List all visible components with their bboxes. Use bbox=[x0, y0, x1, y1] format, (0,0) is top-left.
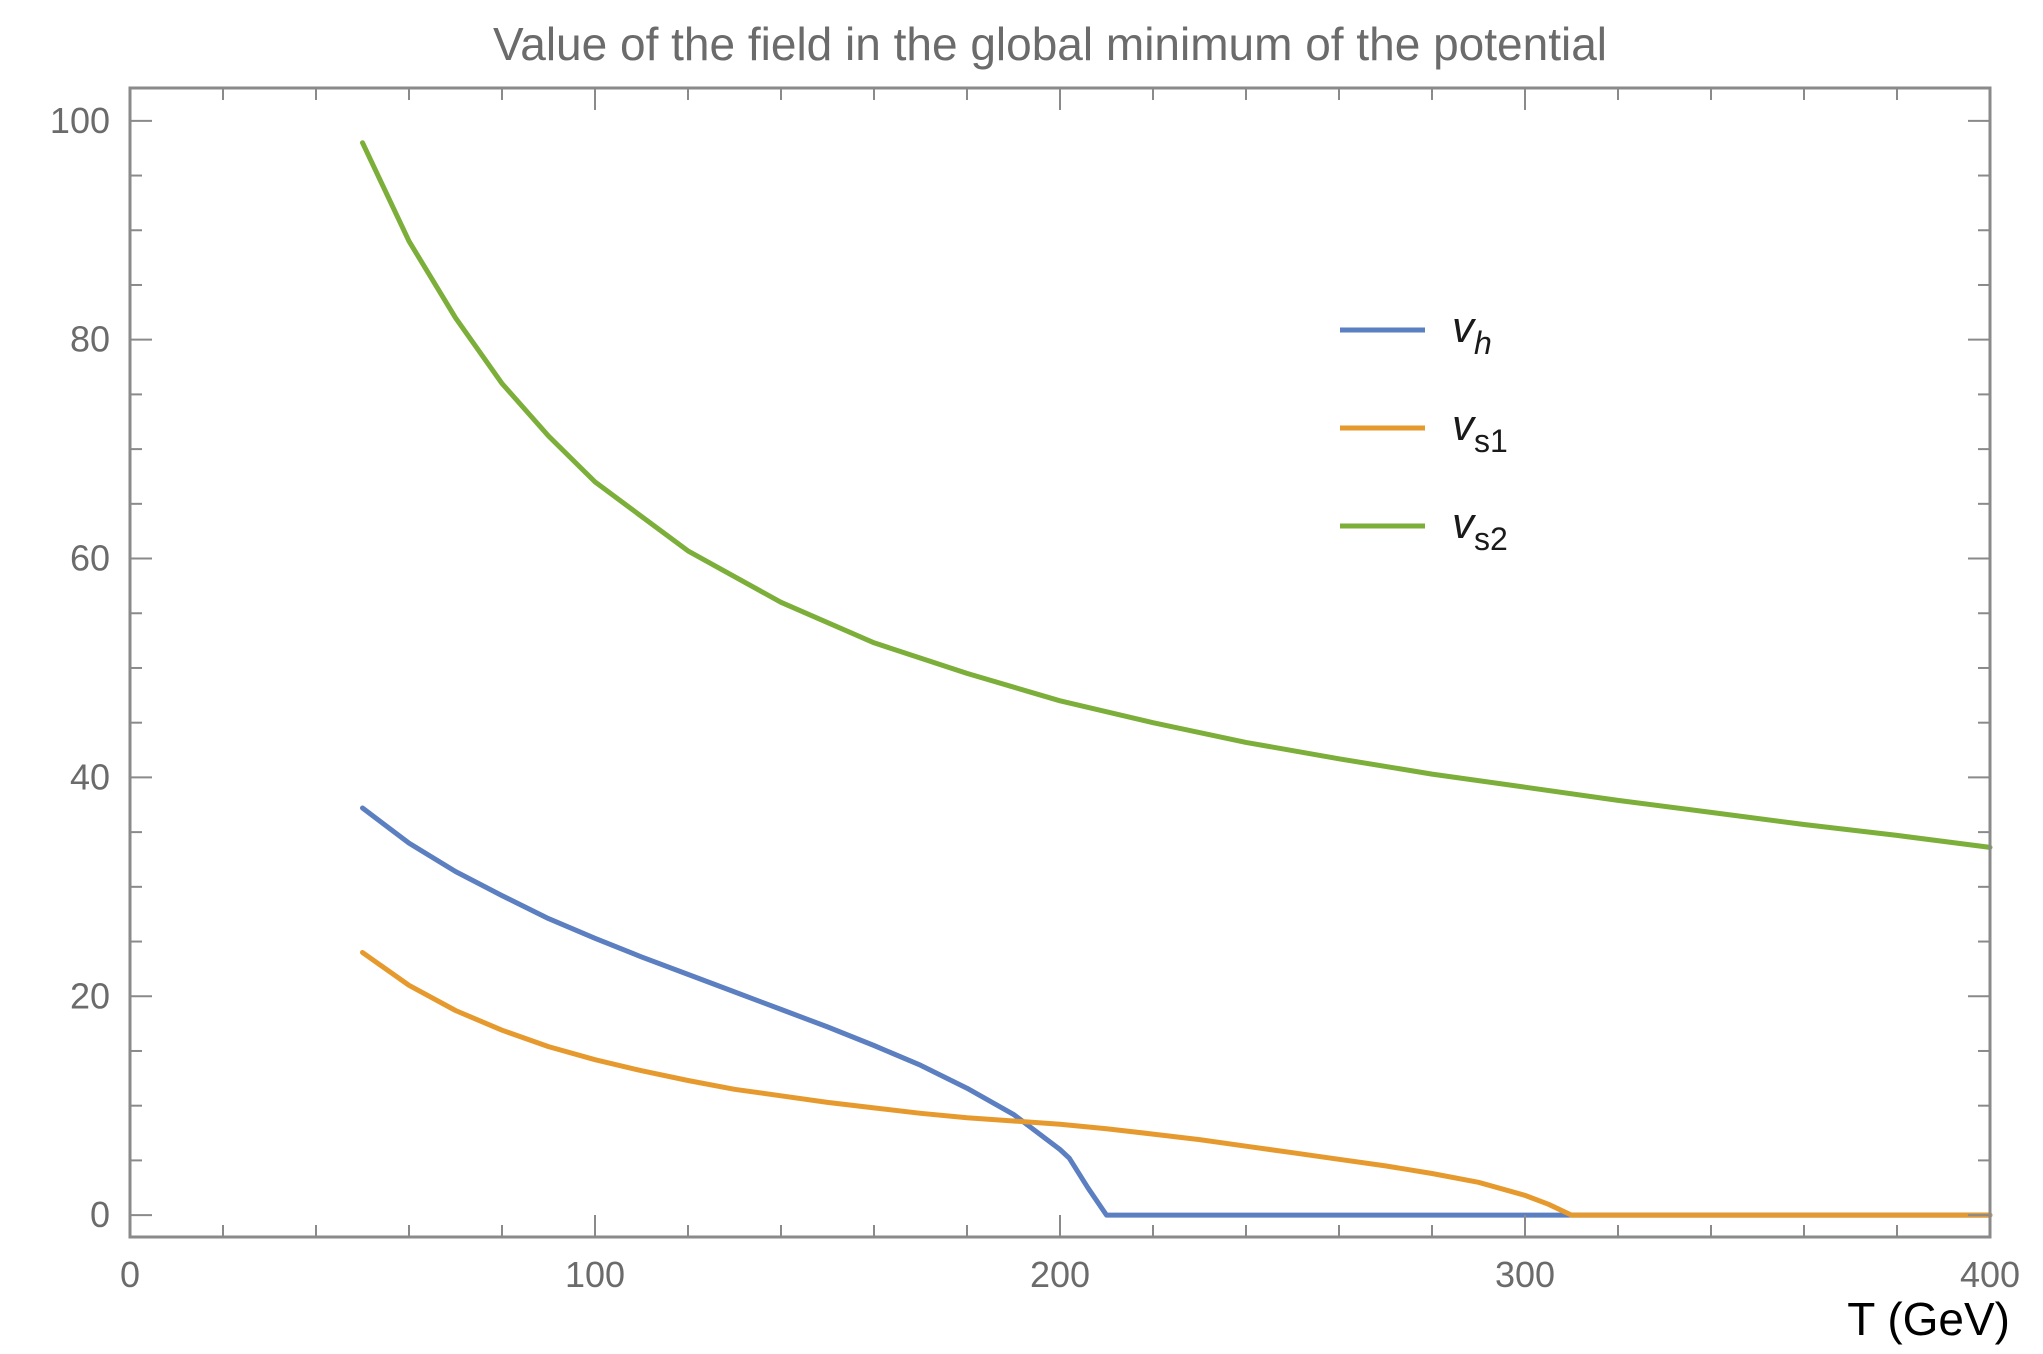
y-tick-label: 60 bbox=[70, 538, 110, 579]
x-axis-label: T (GeV) bbox=[1847, 1293, 2010, 1345]
x-tick-label: 0 bbox=[120, 1254, 140, 1295]
x-tick-label: 400 bbox=[1960, 1254, 2020, 1295]
y-tick-label: 40 bbox=[70, 756, 110, 797]
plot-background bbox=[130, 88, 1990, 1237]
y-tick-label: 80 bbox=[70, 319, 110, 360]
chart-title: Value of the field in the global minimum… bbox=[493, 18, 1607, 70]
y-tick-label: 20 bbox=[70, 975, 110, 1016]
x-tick-label: 100 bbox=[565, 1254, 625, 1295]
y-tick-label: 0 bbox=[90, 1194, 110, 1235]
x-tick-label: 200 bbox=[1030, 1254, 1090, 1295]
y-tick-label: 100 bbox=[50, 100, 110, 141]
x-tick-label: 300 bbox=[1495, 1254, 1555, 1295]
